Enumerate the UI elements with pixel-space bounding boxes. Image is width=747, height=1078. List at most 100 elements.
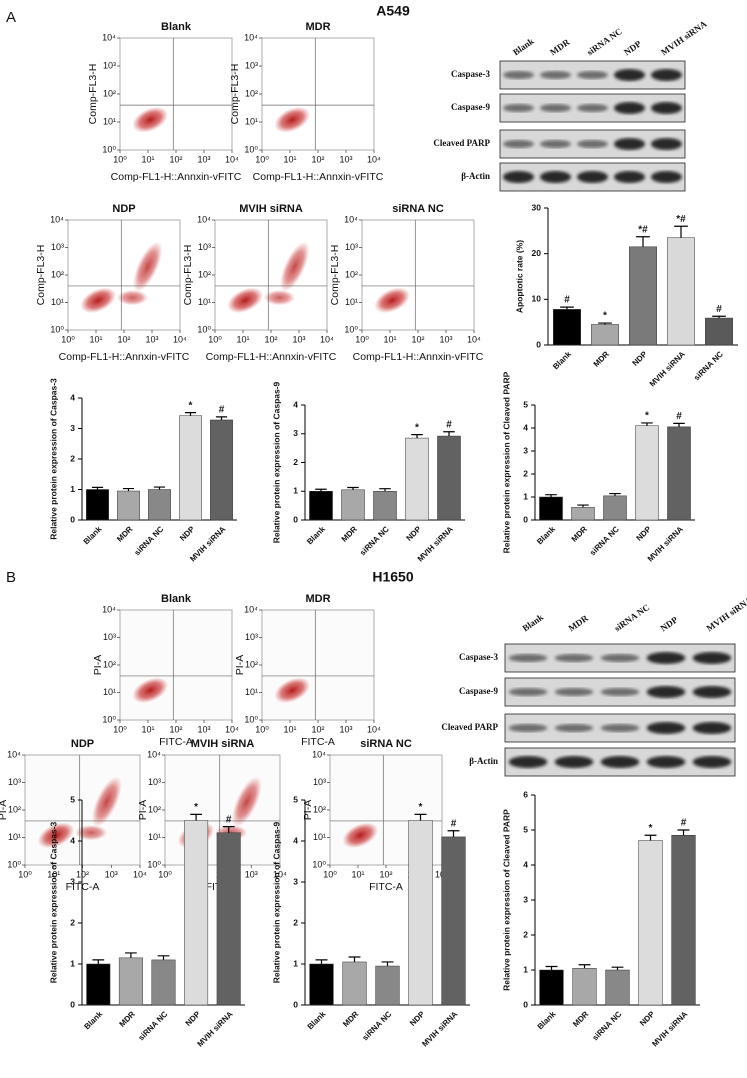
y-tick-label: 3 [293, 876, 298, 886]
y-tick-label: 3 [70, 876, 75, 886]
y-tick-label: 10⁰ [102, 144, 116, 154]
error-bar [92, 959, 105, 964]
y-tick-label: 10⁰ [50, 324, 64, 334]
blot-band [646, 652, 686, 664]
x-tick-label: MVIH siRNA [648, 349, 687, 388]
y-tick-label: 10² [198, 269, 211, 279]
blot-band [554, 688, 594, 696]
y-tick-label: 5 [523, 824, 528, 834]
error-bar [609, 492, 621, 496]
y-tick-label: 3 [523, 445, 528, 455]
x-tick-label: 10⁰ [113, 154, 127, 164]
blot-band [692, 652, 732, 664]
x-tick-label: 10⁴ [273, 869, 287, 879]
x-tick-label: siRNA NC [137, 1009, 170, 1042]
panel-title: A549 [376, 3, 410, 19]
bar [408, 820, 433, 1006]
x-tick-label: MVIH siRNA [196, 1009, 235, 1048]
y-tick-label: 10¹ [345, 297, 358, 307]
y-tick-label: 10 [532, 294, 542, 304]
error-bar [315, 959, 328, 964]
x-tick-label: 10⁰ [61, 334, 75, 344]
y-tick-label: 10² [51, 269, 64, 279]
y-tick-label: 10³ [345, 242, 358, 252]
flow-title: Blank [161, 21, 192, 33]
x-tick-label: 10¹ [283, 724, 296, 734]
error-bar [560, 306, 574, 310]
y-tick-label: 3 [523, 894, 528, 904]
y-tick-label: 1 [70, 484, 75, 494]
lane-label: MVIH siRNA [705, 594, 747, 633]
bar [638, 840, 663, 1006]
significance-mark: *# [638, 224, 648, 235]
x-tick-label: MVIH siRNA [650, 1009, 689, 1048]
bar [667, 426, 691, 521]
blot-band [576, 104, 609, 112]
error-bar [443, 431, 455, 437]
flow-plot-frame [261, 37, 375, 151]
y-tick-label: 10¹ [245, 116, 258, 126]
y-tick-label: 10⁴ [197, 214, 211, 224]
blot-band [646, 756, 686, 768]
blot-row-label: β-Actin [461, 171, 490, 181]
blot-band [600, 688, 640, 696]
blot-band [502, 171, 535, 183]
x-tick-label: siRNA NC [591, 1009, 624, 1042]
blot-band [613, 102, 646, 114]
x-tick-label: NDP [631, 349, 650, 368]
error-bar [447, 830, 460, 837]
y-tick-label: 10² [148, 804, 161, 814]
blot-band [539, 71, 572, 79]
y-tick-label: 10⁰ [197, 324, 211, 334]
error-bar [677, 829, 690, 836]
x-tick-label: NDP [408, 1009, 427, 1028]
error-bar [153, 486, 166, 490]
bar [591, 324, 619, 346]
flow-x-label: Comp-FL1-H::Annxin-vFITC [111, 171, 242, 183]
y-tick-label: 0 [293, 999, 298, 1009]
y-tick-label: 1 [293, 958, 298, 968]
y-tick-label: 10² [103, 659, 116, 669]
error-bar [611, 966, 624, 970]
x-tick-label: 10⁴ [467, 334, 481, 344]
error-bar [414, 813, 427, 821]
blot-band [576, 140, 609, 148]
y-tick-label: 30 [532, 202, 542, 212]
flow-title: NDP [71, 738, 94, 750]
bar [571, 507, 595, 521]
flow-y-label: PI-A [0, 800, 9, 820]
y-tick-label: 10⁰ [312, 859, 326, 869]
blot-band [646, 722, 686, 734]
x-tick-label: MDR [570, 524, 589, 543]
y-tick-label: 5 [70, 794, 75, 804]
x-tick-label: NDP [635, 524, 654, 543]
event-cloud [80, 287, 117, 314]
error-bar [641, 422, 653, 426]
y-tick-label: 1 [523, 964, 528, 974]
flow-y-label: PI-A [234, 655, 246, 675]
blot-band [539, 171, 572, 183]
error-bar [411, 434, 423, 439]
bar [86, 963, 111, 1006]
x-tick-label: 10¹ [47, 869, 60, 879]
flow-plot-frame [119, 609, 233, 721]
significance-mark: *# [676, 214, 686, 225]
event-cloud [274, 677, 311, 704]
x-tick-label: 10² [379, 869, 392, 879]
x-tick-label: siRNA NC [358, 524, 391, 557]
blot-band [502, 140, 535, 148]
x-tick-label: 10⁴ [133, 869, 147, 879]
error-bar [636, 236, 650, 247]
blot-band [650, 171, 683, 183]
y-axis-label: Relative protein expression of Cleaved P… [501, 371, 511, 553]
y-tick-label: 10¹ [103, 687, 116, 697]
x-tick-label: 10⁰ [208, 334, 222, 344]
blot-band [650, 138, 683, 150]
y-tick-label: 4 [70, 835, 75, 845]
x-tick-label: 10³ [339, 724, 352, 734]
bar [539, 969, 564, 1006]
y-tick-label: 10¹ [245, 687, 258, 697]
blot-band [554, 724, 594, 732]
blot-band [613, 171, 646, 183]
